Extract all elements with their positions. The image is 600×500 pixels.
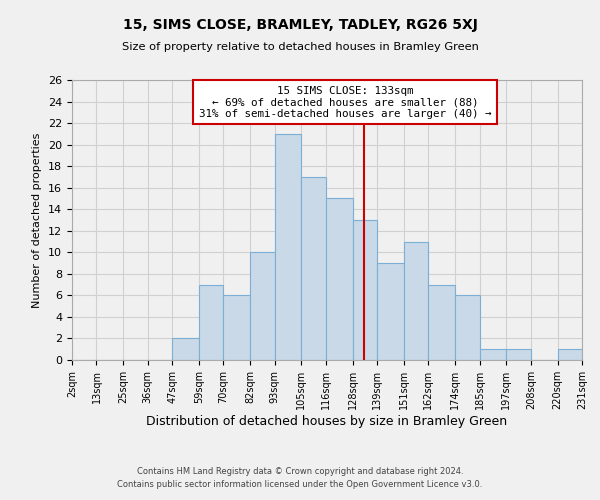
Bar <box>455 296 479 360</box>
Bar <box>506 349 531 360</box>
Bar <box>172 338 199 360</box>
Bar <box>223 296 250 360</box>
Text: 15, SIMS CLOSE, BRAMLEY, TADLEY, RG26 5XJ: 15, SIMS CLOSE, BRAMLEY, TADLEY, RG26 5X… <box>122 18 478 32</box>
Bar <box>326 198 353 360</box>
Bar <box>301 177 326 360</box>
Bar <box>250 252 275 360</box>
Y-axis label: Number of detached properties: Number of detached properties <box>32 132 43 308</box>
Bar <box>275 134 301 360</box>
Bar <box>377 263 404 360</box>
X-axis label: Distribution of detached houses by size in Bramley Green: Distribution of detached houses by size … <box>146 414 508 428</box>
Text: Size of property relative to detached houses in Bramley Green: Size of property relative to detached ho… <box>122 42 478 52</box>
Bar <box>199 284 223 360</box>
Text: Contains HM Land Registry data © Crown copyright and database right 2024.: Contains HM Land Registry data © Crown c… <box>137 467 463 476</box>
Bar <box>557 349 582 360</box>
Text: Contains public sector information licensed under the Open Government Licence v3: Contains public sector information licen… <box>118 480 482 489</box>
Text: 15 SIMS CLOSE: 133sqm
← 69% of detached houses are smaller (88)
31% of semi-deta: 15 SIMS CLOSE: 133sqm ← 69% of detached … <box>199 86 491 119</box>
Bar <box>404 242 428 360</box>
Bar <box>428 284 455 360</box>
Bar <box>353 220 377 360</box>
Bar <box>479 349 506 360</box>
